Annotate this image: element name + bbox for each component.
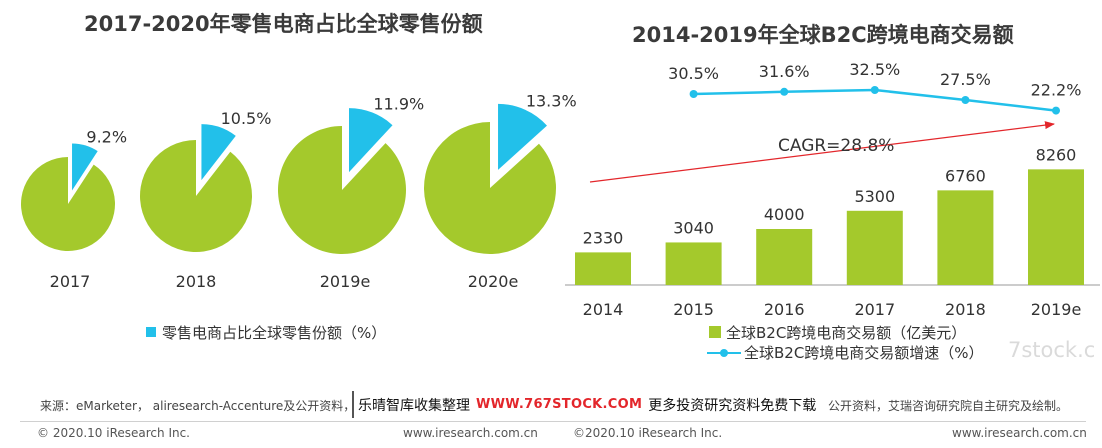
x-tick-label-2015: 2015 (673, 300, 714, 319)
growth-point-2016 (780, 87, 789, 96)
growth-label-2015: 30.5% (668, 64, 719, 83)
cagr-label: CAGR=28.8% (778, 136, 894, 156)
x-tick-label-2019e: 2019e (1031, 300, 1082, 319)
growth-label-2018: 27.5% (940, 70, 991, 89)
pie-category-label-2019e: 2019e (320, 272, 371, 291)
bar-line-chart: 2330 2014 3040 2015 4000 2016 5300 2017 6760 2018… (565, 60, 1100, 319)
pie-remainder-2020e (424, 122, 556, 254)
bar-value-label-2015: 3040 (673, 218, 714, 237)
bar-value-label-2017: 5300 (854, 187, 895, 206)
footer-copyright-left: © 2020.10 iResearch Inc. (37, 426, 190, 440)
bar-2018 (937, 190, 994, 285)
bar-value-label-2014: 2330 (583, 228, 624, 247)
growth-point-2018 (961, 96, 970, 104)
pie-slice-2019e (349, 108, 393, 173)
pie-slice-2017 (72, 143, 98, 191)
download-banner: 乐晴智库收集整理 WWW.767STOCK.COM 更多投资研究资料免费下载 (352, 391, 826, 418)
pie-remainder-2019e (277, 126, 406, 254)
bar-2016 (756, 229, 813, 285)
bar-2019e (1028, 169, 1084, 285)
banner-prefix: 乐晴智库收集整理 (358, 397, 470, 414)
legend-label-share: 零售电商占比全球零售份额（%） (162, 324, 387, 342)
growth-point-2017 (870, 86, 879, 94)
footer-copyright-right: ©2020.10 iResearch Inc. (573, 426, 723, 440)
legend-swatch-growth-dot (720, 349, 728, 357)
pie-chart: 9.2% 2017 10.5% 2018 11.9% 2019e 13.3% 2020e (20, 92, 577, 291)
source-note-left: 来源：eMarketer， aliresearch-Accenture及公开资料… (40, 399, 356, 413)
bar-value-label-2019e: 8260 (1036, 145, 1077, 164)
x-tick-label-2016: 2016 (764, 300, 805, 319)
pie-value-label-2020e: 13.3% (526, 92, 577, 111)
x-tick-label-2017: 2017 (854, 300, 895, 319)
growth-point-2019e (1052, 106, 1060, 115)
x-tick-label-2018: 2018 (945, 300, 986, 319)
pie-value-label-2017: 9.2% (86, 127, 127, 146)
watermark: 7stock.c (1008, 338, 1096, 362)
legend-label-growth: 全球B2C跨境电商交易额增速（%） (744, 344, 984, 362)
cagr-arrow (589, 121, 1055, 183)
pie-remainder-2018 (140, 140, 253, 252)
bar-2014 (575, 252, 631, 285)
pie-value-label-2019e: 11.9% (373, 95, 424, 114)
legend-swatch-volume (709, 326, 721, 338)
footer-site-left: www.iresearch.com.cn (403, 426, 538, 440)
pie-2018: 10.5% 2018 (140, 109, 271, 291)
pie-value-label-2018: 10.5% (221, 109, 272, 128)
bar-2015 (665, 242, 722, 285)
left-chart-title: 2017-2020年零售电商占比全球零售份额 (84, 12, 483, 36)
legend-label-volume: 全球B2C跨境电商交易额（亿美元） (726, 324, 967, 342)
legend-swatch-share (146, 327, 156, 337)
growth-label-2019e: 22.2% (1031, 81, 1082, 100)
pie-slice-2018 (201, 124, 236, 181)
footer-site-right: www.iresearch.com.cn (952, 426, 1087, 440)
source-note-right: 公开资料，艾瑞咨询研究院自主研究及绘制。 (828, 399, 1069, 413)
banner-suffix: 更多投资研究资料免费下载 (648, 397, 817, 414)
bar-2017 (846, 210, 903, 285)
pie-remainder-2017 (20, 157, 115, 251)
pie-category-label-2017: 2017 (50, 272, 91, 291)
growth-point-2015 (689, 90, 698, 98)
pie-category-label-2020e: 2020e (468, 272, 519, 291)
x-tick-label-2014: 2014 (583, 300, 624, 319)
footer-divider (20, 421, 1086, 422)
pie-2019e: 11.9% 2019e (277, 95, 424, 291)
pie-category-label-2018: 2018 (176, 272, 217, 291)
right-chart-title: 2014-2019年全球B2C跨境电商交易额 (632, 23, 1014, 47)
pie-slice-2020e (498, 103, 547, 170)
pie-2020e: 13.3% 2020e (424, 92, 577, 291)
growth-label-2016: 31.6% (759, 62, 810, 81)
bar-value-label-2018: 6760 (945, 166, 986, 185)
banner-url: WWW.767STOCK.COM (476, 397, 643, 412)
pie-2017: 9.2% 2017 (20, 127, 127, 291)
bar-value-label-2016: 4000 (764, 205, 805, 224)
growth-label-2017: 32.5% (849, 60, 900, 79)
